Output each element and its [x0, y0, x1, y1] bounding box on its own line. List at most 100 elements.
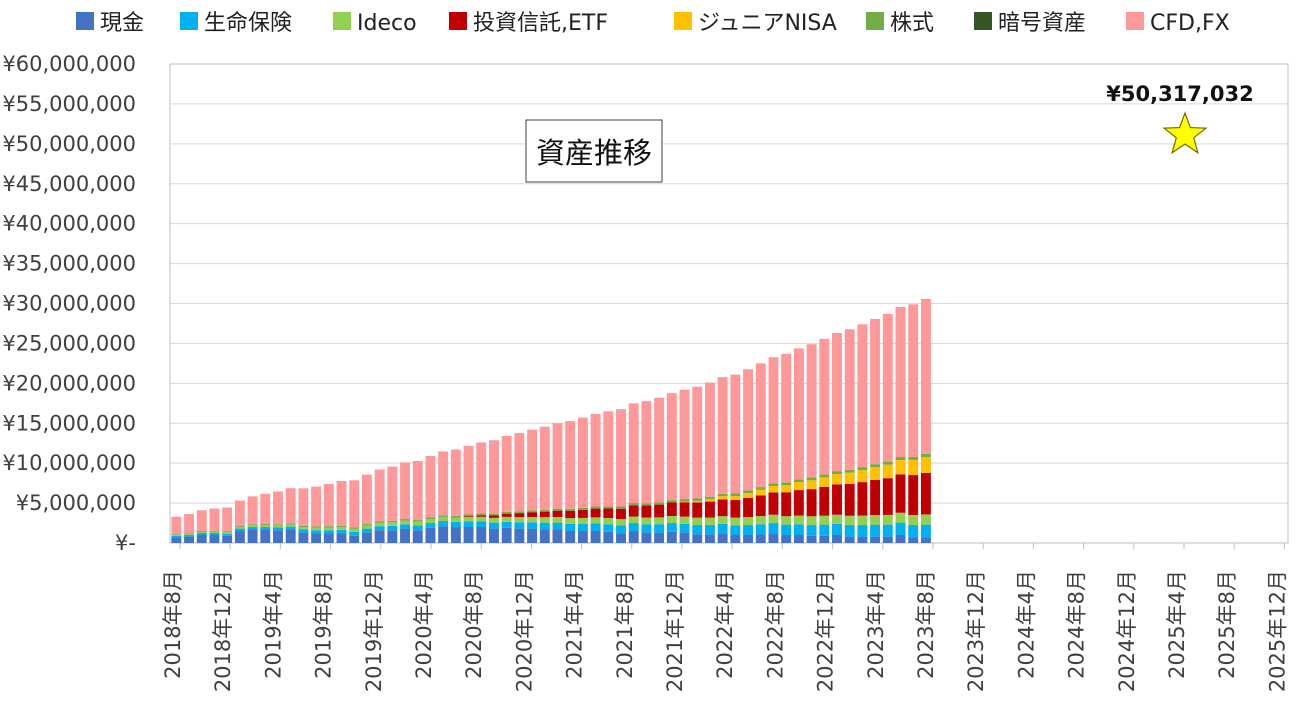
bar-segment — [311, 527, 322, 531]
bar-segment — [806, 535, 817, 543]
y-tick-label: ¥10,000,000 — [2, 451, 136, 475]
bar-segment — [577, 517, 588, 524]
bar-segment — [196, 531, 207, 534]
bar-segment — [222, 532, 233, 534]
bar-segment — [323, 530, 334, 534]
bar-segment — [590, 531, 601, 543]
bar-segment — [196, 531, 207, 532]
bar-segment — [920, 472, 931, 515]
bar-segment — [400, 520, 410, 525]
bar-segment — [273, 530, 283, 543]
bar-segment — [920, 453, 931, 457]
bar-segment — [844, 536, 855, 543]
bar-segment — [692, 502, 703, 518]
bar-segment — [209, 533, 220, 536]
bar-segment — [450, 515, 461, 518]
bar-segment — [196, 533, 207, 536]
bar-segment — [628, 523, 639, 532]
bar-segment — [755, 363, 766, 488]
bar-segment — [247, 524, 258, 526]
bar-segment — [920, 298, 931, 454]
bar-segment — [730, 374, 741, 494]
y-tick-label: ¥50,000,000 — [2, 132, 136, 156]
bar-segment — [628, 403, 639, 504]
bar-segment — [222, 535, 233, 543]
bar-segment — [501, 511, 512, 514]
bar-segment — [666, 393, 677, 501]
legend-label: 現金 — [100, 11, 144, 36]
legend-label: ジュニアNISA — [698, 11, 837, 36]
bar-segment — [285, 524, 296, 527]
x-tick-label: 2019年4月 — [261, 570, 285, 679]
bar-segment — [654, 532, 665, 543]
bar-segment — [171, 535, 182, 536]
bar-segment — [260, 529, 271, 543]
bar-segment — [361, 524, 372, 526]
legend-swatch — [449, 12, 467, 30]
bar-segment — [692, 517, 703, 526]
x-tick-label: 2021年8月 — [613, 570, 637, 679]
bar-segment — [857, 536, 868, 543]
chart-title-box: 資産推移 — [525, 119, 663, 183]
bar-segment — [489, 528, 499, 543]
bar-segment — [692, 534, 703, 543]
legend-label: 投資信託,ETF — [473, 11, 608, 36]
legend-swatch — [76, 12, 94, 30]
bar-segment — [412, 530, 423, 543]
bar-segment — [666, 502, 677, 517]
bar-segment — [527, 516, 538, 523]
bar-segment — [654, 517, 665, 525]
bar-segment — [463, 514, 474, 517]
bar-segment — [387, 466, 398, 521]
bar-segment — [920, 514, 931, 525]
bar-segment — [679, 532, 690, 543]
bar-segment — [895, 306, 906, 458]
bar-segment — [755, 489, 766, 496]
bar-segment — [704, 496, 715, 500]
bar-segment — [882, 461, 893, 465]
bar-segment — [273, 527, 283, 531]
star-icon — [1162, 111, 1208, 155]
bar-segment — [450, 527, 461, 543]
bar-segment — [781, 482, 792, 486]
bar-segment — [908, 537, 919, 543]
bar-segment — [882, 524, 893, 537]
bar-segment — [438, 451, 449, 516]
bar-segment — [819, 477, 830, 487]
bar-segment — [298, 532, 309, 543]
bar-segment — [298, 525, 309, 528]
bar-segment — [565, 421, 576, 509]
bar-segment — [476, 516, 487, 522]
bar-segment — [857, 470, 868, 483]
bar-segment — [870, 515, 881, 525]
bar-segment — [882, 478, 893, 515]
bar-segment — [895, 474, 906, 513]
legend-swatch — [674, 12, 692, 30]
bar-segment — [641, 532, 652, 543]
bar-segment — [654, 397, 665, 503]
bar-segment — [717, 516, 728, 524]
bar-segment — [857, 324, 868, 468]
bar-segment — [857, 467, 868, 471]
bar-segment — [247, 525, 258, 528]
x-tick-label: 2022年8月 — [763, 570, 787, 679]
bar-segment — [361, 528, 372, 533]
bar-segment — [412, 521, 423, 526]
bar-segment — [590, 508, 601, 518]
bars-layer — [171, 298, 931, 543]
bar-segment — [463, 516, 474, 517]
bar-segment — [616, 409, 626, 507]
bar-segment — [768, 485, 779, 493]
bar-segment — [654, 502, 665, 505]
bar-segment — [260, 524, 271, 526]
bar-segment — [387, 530, 398, 543]
bar-segment — [743, 369, 754, 491]
bar-segment — [450, 521, 461, 528]
bar-segment — [476, 442, 487, 514]
bar-segment — [628, 516, 639, 524]
x-tick-label: 2024年12月 — [1115, 570, 1139, 692]
bar-segment — [400, 462, 410, 520]
bar-segment — [870, 536, 881, 543]
legend-label: 暗号資産 — [998, 11, 1086, 36]
